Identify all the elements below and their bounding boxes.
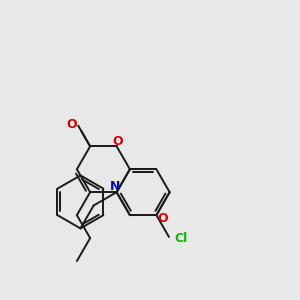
Text: Cl: Cl <box>174 232 188 245</box>
Text: N: N <box>110 180 120 194</box>
Text: O: O <box>158 212 168 225</box>
Text: O: O <box>113 135 123 148</box>
Text: O: O <box>66 118 77 131</box>
